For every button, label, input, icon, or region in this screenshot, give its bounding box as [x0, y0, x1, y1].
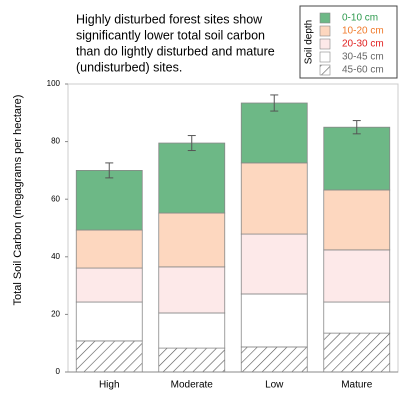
legend-swatch	[319, 25, 331, 37]
annotation: (undisturbed) sites.	[76, 60, 182, 74]
error-bar	[105, 162, 114, 179]
bar-segment	[158, 312, 226, 349]
y-tick-label: 60	[51, 194, 60, 203]
legend-label: 30-45 cm	[342, 52, 384, 63]
x-tick-label: High	[99, 380, 120, 391]
legend-swatch	[319, 38, 331, 50]
y-tick-label: 0	[56, 367, 61, 376]
bar-segment	[158, 212, 226, 268]
error-bar	[187, 135, 196, 152]
bar-segment	[75, 340, 143, 373]
y-tick-label: 80	[51, 137, 60, 146]
annotation: Highly disturbed forest sites show	[76, 12, 263, 26]
legend-label: 45-60 cm	[342, 65, 384, 76]
bar-segment	[323, 301, 391, 334]
bar-segment	[158, 266, 226, 314]
y-tick-label: 40	[51, 252, 60, 261]
bar-segment	[75, 301, 143, 342]
x-tick-label: Moderate	[171, 380, 214, 391]
legend-label: 0-10 cm	[342, 13, 378, 24]
legend-swatch	[319, 12, 331, 24]
bar-segment	[75, 267, 143, 303]
bar-segment	[240, 233, 308, 295]
legend-swatch	[319, 64, 331, 76]
bar-segment	[75, 169, 143, 231]
bar-segment	[240, 293, 308, 348]
y-tick-label: 20	[51, 310, 60, 319]
bar-segment	[323, 126, 391, 191]
legend-title: Soil depth	[304, 20, 315, 64]
y-axis-label: Total Soil Carbon (megagrams per hectare…	[12, 95, 24, 306]
legend-swatch	[319, 51, 331, 63]
bar-segment	[158, 347, 226, 373]
bar-segment	[240, 346, 308, 373]
annotation: significantly lower total soil carbon	[76, 28, 265, 42]
legend-label: 10-20 cm	[342, 26, 384, 37]
legend-label: 20-30 cm	[342, 39, 384, 50]
error-bar	[352, 120, 361, 135]
error-bar	[270, 94, 279, 112]
bar-segment	[240, 162, 308, 235]
bar-segment	[158, 142, 226, 214]
bar-segment	[323, 189, 391, 251]
x-tick-label: Low	[265, 380, 284, 391]
y-tick-label: 100	[47, 79, 61, 88]
x-tick-label: Mature	[341, 380, 373, 391]
annotation: than do lightly disturbed and mature	[76, 44, 275, 58]
legend-box	[299, 5, 398, 79]
bar-segment	[323, 249, 391, 303]
bar-segment	[240, 102, 308, 164]
bar-segment	[75, 229, 143, 269]
bar-segment	[323, 332, 391, 373]
